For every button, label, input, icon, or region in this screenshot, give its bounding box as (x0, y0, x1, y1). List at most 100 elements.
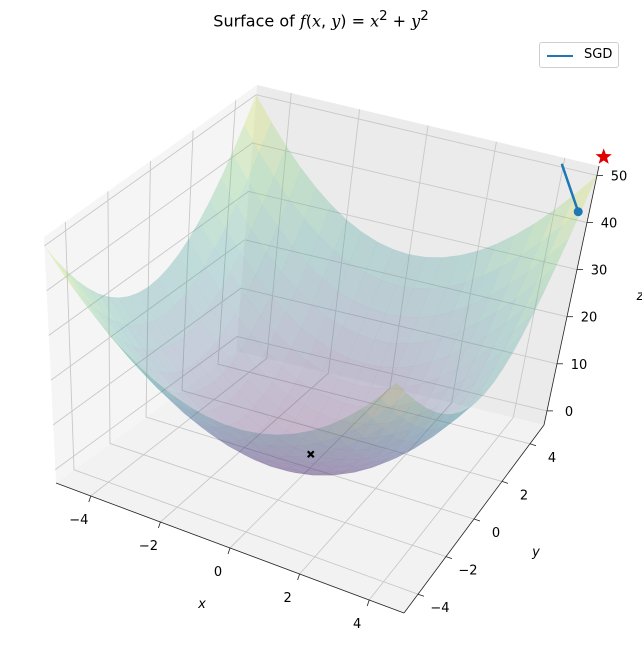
surface-patch (399, 426, 427, 443)
surface-patch (288, 167, 317, 219)
surface-patch (379, 451, 405, 465)
surface-patch (411, 406, 439, 430)
surface-patch (270, 408, 296, 431)
surface-patch (349, 231, 378, 273)
surface-patch (466, 311, 497, 349)
surface-patch (465, 368, 494, 400)
surface-patch (407, 315, 436, 344)
surface-patch (174, 404, 202, 428)
surface-patch (351, 437, 378, 451)
surface-patch (131, 357, 159, 386)
surface-patch (302, 427, 328, 446)
surface-patch (474, 351, 504, 384)
surface-patch (262, 176, 290, 228)
y-tick (473, 518, 481, 522)
surface-patch (376, 419, 404, 438)
surface-patch (167, 390, 195, 412)
surface-patch (210, 433, 237, 451)
surface-patch (238, 379, 264, 407)
surface-patch (158, 267, 185, 306)
z-tick-label: 20 (581, 311, 598, 326)
surface-patch (312, 468, 340, 475)
surface-patch (92, 313, 122, 349)
surface-patch (278, 466, 305, 474)
surface-patch (352, 406, 379, 425)
surface-patch (358, 308, 386, 341)
surface-patch (381, 451, 407, 463)
surface-patch (441, 304, 472, 339)
surface-mesh (44, 94, 598, 476)
surface-patch (108, 296, 137, 326)
surface-patch (215, 328, 242, 363)
surface-patch (242, 429, 270, 446)
x-tick-label: −4 (69, 513, 88, 528)
surface-patch (547, 207, 583, 257)
sgd-path-line (560, 163, 580, 213)
surface-patch (87, 288, 117, 322)
surface-patch (270, 466, 296, 474)
surface-patch (171, 338, 198, 369)
surface-patch (225, 313, 251, 350)
x-tick (366, 599, 370, 607)
surface-patch (342, 300, 370, 335)
x-tick-label: −2 (139, 539, 158, 554)
surface-patch (105, 316, 134, 347)
surface-patch (398, 440, 425, 454)
surface-patch (319, 204, 347, 251)
surface-patch (374, 313, 403, 344)
grid-line-z (46, 142, 588, 292)
z-tick-label: 0 (565, 405, 573, 420)
surface-patch (187, 361, 214, 389)
grid-line-x (160, 109, 361, 523)
surface-patch (210, 427, 237, 442)
surface-patch (167, 254, 195, 296)
surface-patch (464, 345, 495, 380)
surface-patch (322, 250, 350, 292)
surface-patch (269, 439, 295, 455)
y-tick (445, 556, 453, 559)
surface-patch (343, 449, 370, 461)
surface-patch (281, 347, 308, 380)
surface-patch (483, 331, 514, 367)
surface-patch (253, 459, 279, 469)
surface-patch (456, 336, 486, 371)
surface-patch (455, 366, 485, 397)
surface-patch (99, 323, 129, 358)
surface-patch (310, 465, 337, 473)
surface-patch (434, 411, 461, 430)
surface-patch (320, 436, 348, 452)
surface-patch (466, 381, 495, 409)
surface-patch (98, 293, 127, 325)
surface-patch (294, 438, 320, 455)
surface-patch (488, 255, 522, 297)
surface-patch (334, 219, 363, 264)
surface-patch (199, 419, 228, 441)
surface-patch (189, 406, 218, 430)
surface-patch (304, 187, 332, 236)
surface-patch (379, 382, 407, 408)
grid-line-z (48, 190, 578, 336)
surface-patch (193, 419, 220, 439)
surface-patch (193, 266, 220, 308)
surface-patch (527, 226, 562, 272)
surface-patch (507, 241, 542, 286)
surface-patch (422, 422, 449, 443)
surface-patch (117, 344, 147, 377)
y-tick (417, 593, 425, 597)
y-axis-label: y (531, 545, 540, 560)
surface-patch (297, 360, 323, 390)
surface-patch (464, 243, 497, 283)
surface-patch (450, 400, 478, 424)
surface-patch (385, 285, 414, 318)
surface-patch (266, 332, 292, 367)
surface-patch (261, 419, 287, 440)
surface-patch (256, 350, 282, 383)
surface-patch (364, 449, 392, 462)
surface-patch (44, 245, 75, 288)
surface-patch (345, 408, 373, 430)
surface-patch (372, 452, 400, 463)
surface-patch (190, 319, 217, 354)
surface-patch (266, 226, 293, 273)
surface-patch (419, 388, 448, 415)
